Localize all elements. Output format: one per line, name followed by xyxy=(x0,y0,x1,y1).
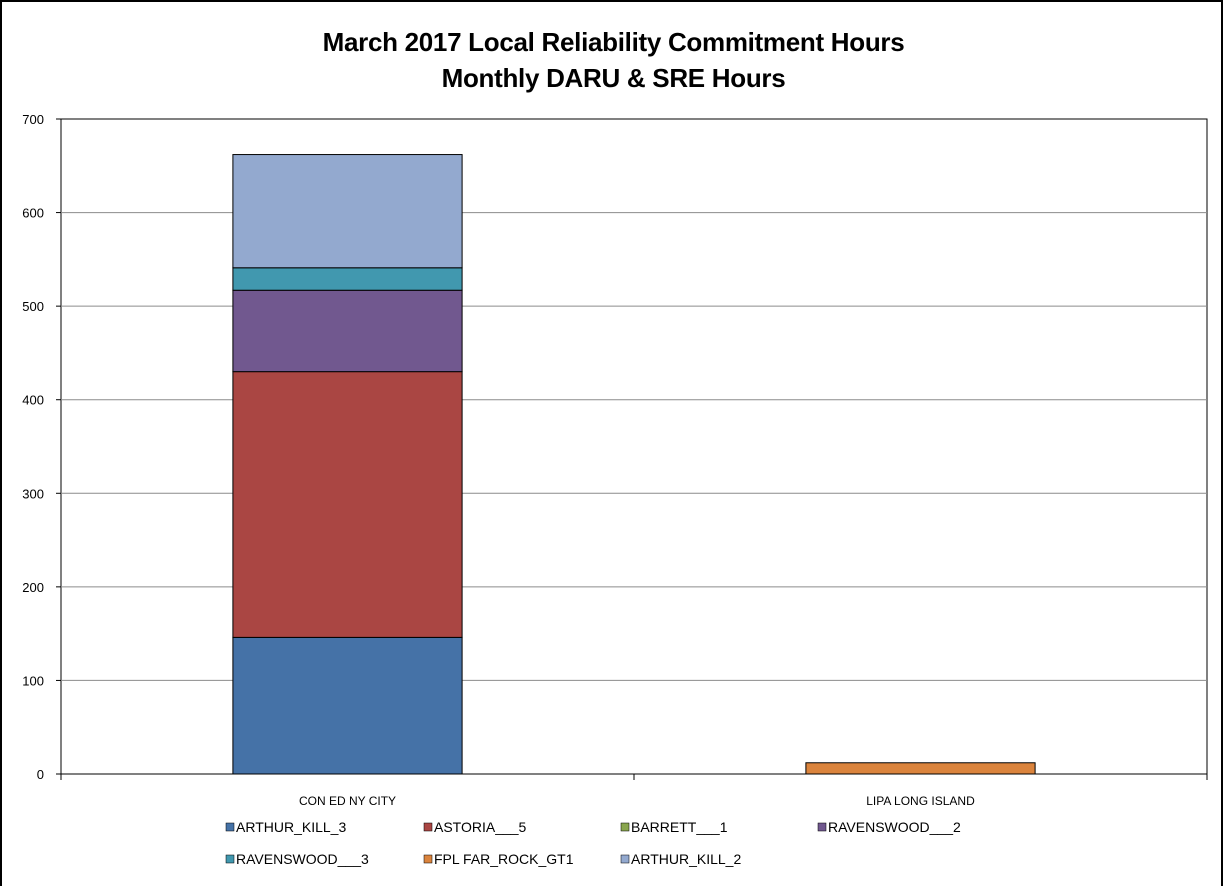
bar-segment xyxy=(806,763,1035,774)
bar-segment xyxy=(233,372,462,638)
x-category-label: LIPA LONG ISLAND xyxy=(866,794,975,808)
legend-swatch xyxy=(226,823,234,831)
legend-label: RAVENSWOOD___3 xyxy=(236,851,369,867)
bar-segment xyxy=(233,290,462,371)
y-tick-label: 700 xyxy=(22,112,44,127)
x-category-label: CON ED NY CITY xyxy=(299,794,396,808)
bar-segment xyxy=(233,637,462,774)
legend-label: ARTHUR_KILL_2 xyxy=(631,851,741,867)
legend-label: ARTHUR_KILL_3 xyxy=(236,819,346,835)
bar-segment xyxy=(233,155,462,268)
legend-label: FPL FAR_ROCK_GT1 xyxy=(434,851,574,867)
legend-label: BARRETT___1 xyxy=(631,819,728,835)
y-tick-label: 500 xyxy=(22,299,44,314)
y-tick-label: 100 xyxy=(22,673,44,688)
legend-swatch xyxy=(424,823,432,831)
legend-swatch xyxy=(621,823,629,831)
y-tick-label: 300 xyxy=(22,486,44,501)
y-tick-label: 200 xyxy=(22,580,44,595)
legend-swatch xyxy=(621,855,629,863)
bar-segment xyxy=(233,268,462,290)
legend-label: RAVENSWOOD___2 xyxy=(828,819,961,835)
legend-swatch xyxy=(424,855,432,863)
legend-swatch xyxy=(226,855,234,863)
y-tick-label: 0 xyxy=(37,767,44,782)
y-tick-label: 600 xyxy=(22,206,44,221)
y-tick-label: 400 xyxy=(22,393,44,408)
legend-swatch xyxy=(818,823,826,831)
legend-label: ASTORIA___5 xyxy=(434,819,527,835)
